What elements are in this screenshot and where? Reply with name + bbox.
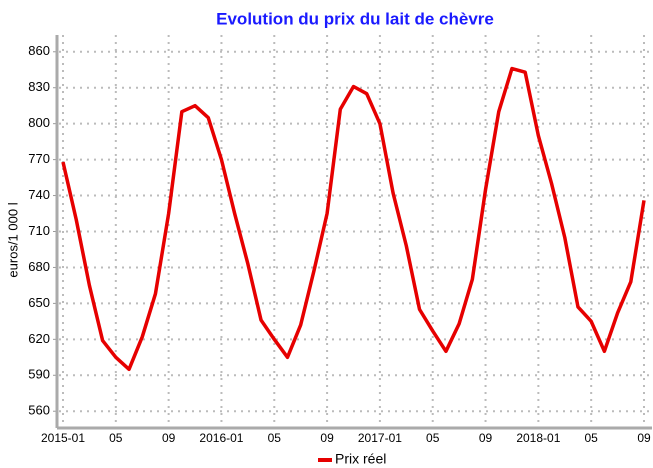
y-tick-label: 830 <box>28 79 50 94</box>
x-tick-label: 05 <box>109 431 123 445</box>
y-tick-label: 590 <box>28 367 50 382</box>
x-tick-label: 09 <box>637 431 651 445</box>
y-tick-label: 620 <box>28 331 50 346</box>
y-tick-label: 650 <box>28 295 50 310</box>
x-tick-label: 09 <box>162 431 176 445</box>
x-tick-label: 05 <box>585 431 599 445</box>
y-tick-label: 710 <box>28 223 50 238</box>
y-tick-label: 860 <box>28 43 50 58</box>
x-tick-label: 2015-01 <box>41 431 85 445</box>
x-tick-label: 09 <box>479 431 493 445</box>
y-tick-label: 740 <box>28 187 50 202</box>
x-tick-label: 2018-01 <box>516 431 560 445</box>
x-tick-label: 05 <box>268 431 282 445</box>
y-tick-label: 560 <box>28 403 50 418</box>
y-tick-label: 770 <box>28 151 50 166</box>
y-tick-label: 800 <box>28 115 50 130</box>
x-tick-label: 2017-01 <box>358 431 402 445</box>
chart-title: Evolution du prix du lait de chèvre <box>216 9 494 28</box>
legend-label: Prix réel <box>335 451 386 467</box>
x-tick-label: 09 <box>320 431 334 445</box>
y-axis-label: euros/1 000 l <box>5 202 20 277</box>
y-tick-label: 680 <box>28 259 50 274</box>
x-tick-label: 2016-01 <box>199 431 243 445</box>
line-series <box>61 66 646 372</box>
x-tick-label: 05 <box>426 431 440 445</box>
